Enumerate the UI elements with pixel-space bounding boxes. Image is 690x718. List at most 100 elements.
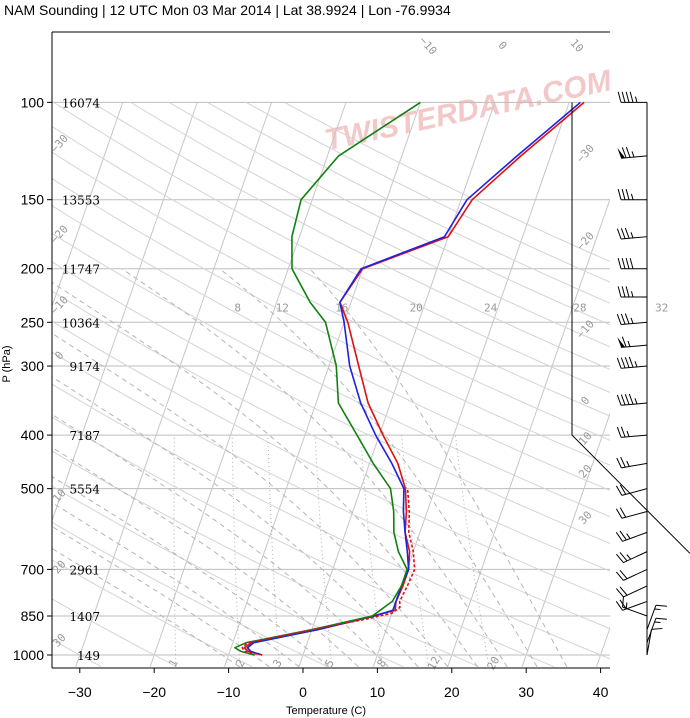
- moist-adiabat-line: [219, 268, 538, 667]
- series-dashed-profile: [241, 488, 416, 656]
- moist-adiabat-line: [52, 547, 240, 668]
- wind-pennant: [617, 147, 626, 159]
- dry-adiabat-line: [52, 232, 610, 518]
- isotherm-line: [447, 197, 610, 667]
- moist-adiabat-label: 28: [573, 301, 586, 314]
- wind-feather: [625, 188, 630, 200]
- wind-profile: [571, 91, 690, 656]
- wind-feather: [622, 596, 625, 608]
- dry-adiabat-line: [52, 383, 610, 660]
- wind-feather: [620, 357, 626, 369]
- dry-adiabat-label: 0: [578, 394, 592, 408]
- x-tick-label: 10: [370, 684, 386, 700]
- height-label: 1407: [69, 610, 100, 624]
- wind-barb: [621, 344, 648, 348]
- wind-feather: [651, 627, 663, 630]
- dry-adiabat-line: [284, 101, 610, 263]
- isotherm-line: [52, 102, 124, 308]
- wind-feather: [619, 569, 628, 580]
- wind-feather: [616, 426, 622, 438]
- wind-feather: [628, 356, 634, 368]
- wind-half-feather: [630, 193, 634, 200]
- wind-feather: [619, 552, 628, 562]
- dry-adiabat-line: [52, 416, 555, 668]
- wind-barb: [646, 605, 657, 630]
- isotherm-line: [521, 412, 610, 667]
- wind-barb: [621, 488, 648, 496]
- dry-adiabat-label: −10: [48, 293, 71, 316]
- wind-barb: [621, 434, 648, 438]
- wind-feather: [620, 313, 626, 325]
- mixing-ratio-line: [231, 435, 241, 667]
- wind-feather: [617, 286, 622, 298]
- mixing-ratio-line: [173, 435, 177, 667]
- moist-adiabat-label: 8: [234, 301, 241, 314]
- height-label: 13553: [62, 194, 100, 208]
- moist-adiabat-line: [52, 376, 419, 668]
- isotherm-line: [596, 626, 610, 667]
- moist-adiabat-line: [52, 281, 478, 668]
- wind-half-feather: [630, 317, 634, 324]
- wind-feather: [621, 188, 626, 200]
- wind-feather: [629, 91, 634, 103]
- moist-adiabat-label: 12: [276, 301, 289, 314]
- x-tick-label: 20: [444, 684, 460, 700]
- dry-adiabat-line: [168, 101, 610, 326]
- wind-feather: [624, 357, 630, 368]
- wind-feather: [616, 394, 622, 406]
- moist-adiabat-line: [52, 475, 330, 668]
- dry-adiabat-label: −30: [48, 132, 71, 155]
- wind-feather: [615, 588, 624, 598]
- dry-adiabat-label: −10: [574, 318, 597, 341]
- dry-adiabat-line: [207, 101, 610, 304]
- wind-half-feather: [634, 361, 638, 368]
- moist-adiabat-label: 24: [484, 301, 498, 314]
- dry-adiabat-label: −20: [574, 229, 597, 252]
- dry-adiabat-line: [52, 151, 610, 441]
- wind-feather: [625, 286, 630, 298]
- y-tick-label: 100: [21, 94, 45, 110]
- wind-feather: [620, 426, 626, 438]
- wind-barb: [621, 402, 648, 406]
- mixing-ratio-label: 20: [484, 654, 502, 672]
- chart-title: NAM Sounding | 12 UTC Mon 03 Mar 2014 | …: [4, 2, 451, 18]
- wind-barb: [621, 365, 648, 369]
- height-label: 2961: [69, 563, 100, 577]
- wind-feather: [617, 188, 622, 200]
- wind-half-feather: [626, 533, 631, 539]
- x-axis-label: Temperature (C): [286, 705, 366, 717]
- wind-feather: [620, 228, 626, 239]
- wind-half-feather: [630, 232, 634, 239]
- wind-feather: [616, 357, 622, 369]
- wind-barb: [621, 511, 648, 519]
- wind-feather: [625, 91, 630, 103]
- dry-adiabat-line: [130, 101, 610, 348]
- wind-panel-border: [571, 102, 690, 554]
- moist-adiabat-line: [121, 268, 508, 667]
- wind-feather: [619, 586, 628, 596]
- wind-feather: [621, 257, 626, 269]
- y-tick-label: 400: [21, 427, 45, 443]
- mixing-ratio-line: [454, 435, 490, 667]
- wind-half-feather: [627, 340, 631, 347]
- grid-layer: [52, 101, 610, 668]
- wind-half-feather: [654, 621, 661, 624]
- height-labels: 16074 13553 11747 10364 9174 7187 5554 2961 1407…: [62, 96, 101, 663]
- wind-barb: [622, 606, 648, 617]
- dry-adiabat-label: 0: [52, 349, 66, 363]
- series-layer: [234, 101, 585, 656]
- wind-feather: [619, 530, 627, 541]
- series-profile: [246, 101, 581, 656]
- dry-adiabat-line: [52, 290, 610, 572]
- height-label: 16074: [62, 96, 101, 110]
- wind-barb: [623, 551, 648, 564]
- wind-feather: [621, 286, 626, 298]
- wind-feather: [655, 617, 667, 620]
- series-profile: [234, 101, 421, 656]
- dry-adiabat-line: [52, 559, 253, 668]
- isotherm-line: [52, 102, 198, 523]
- y-tick-label: 150: [21, 192, 45, 208]
- wind-feather: [616, 228, 622, 240]
